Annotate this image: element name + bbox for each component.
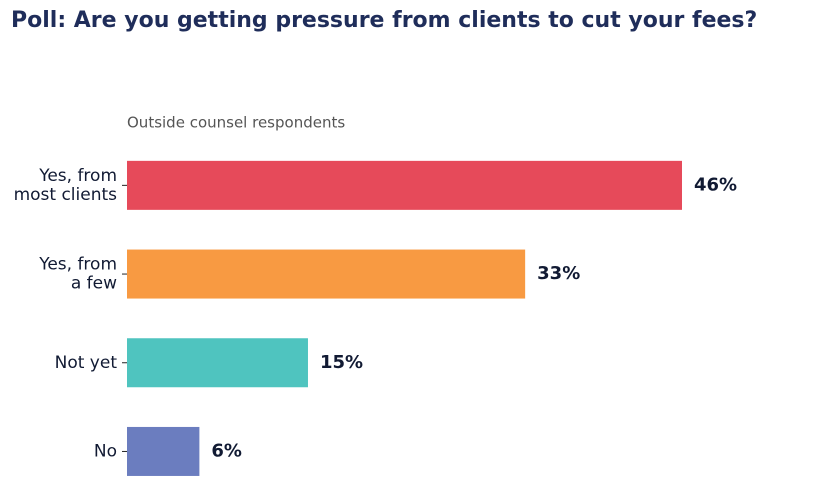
category-label: Yes, from most clients <box>14 166 118 205</box>
value-label: 6% <box>211 440 242 461</box>
value-label: 46% <box>694 174 737 195</box>
value-label: 33% <box>537 263 580 284</box>
chart-subtitle: Outside counsel respondents <box>127 114 345 132</box>
chart-title: Poll: Are you getting pressure from clie… <box>11 8 757 33</box>
category-label-line: Yes, from <box>38 255 117 275</box>
category-label-line: a few <box>71 274 117 294</box>
bar <box>127 426 200 476</box>
category-label: No <box>94 441 117 461</box>
bar <box>127 249 526 299</box>
category-label-line: most clients <box>14 185 118 205</box>
bar <box>127 160 682 210</box>
category-label: Yes, from a few <box>38 255 117 294</box>
category-label: Not yet <box>55 353 118 373</box>
category-label-line: No <box>94 441 117 461</box>
category-label-line: Yes, from <box>38 166 117 186</box>
value-label: 15% <box>320 352 363 373</box>
bar <box>127 338 308 388</box>
category-label-line: Not yet <box>55 353 118 373</box>
